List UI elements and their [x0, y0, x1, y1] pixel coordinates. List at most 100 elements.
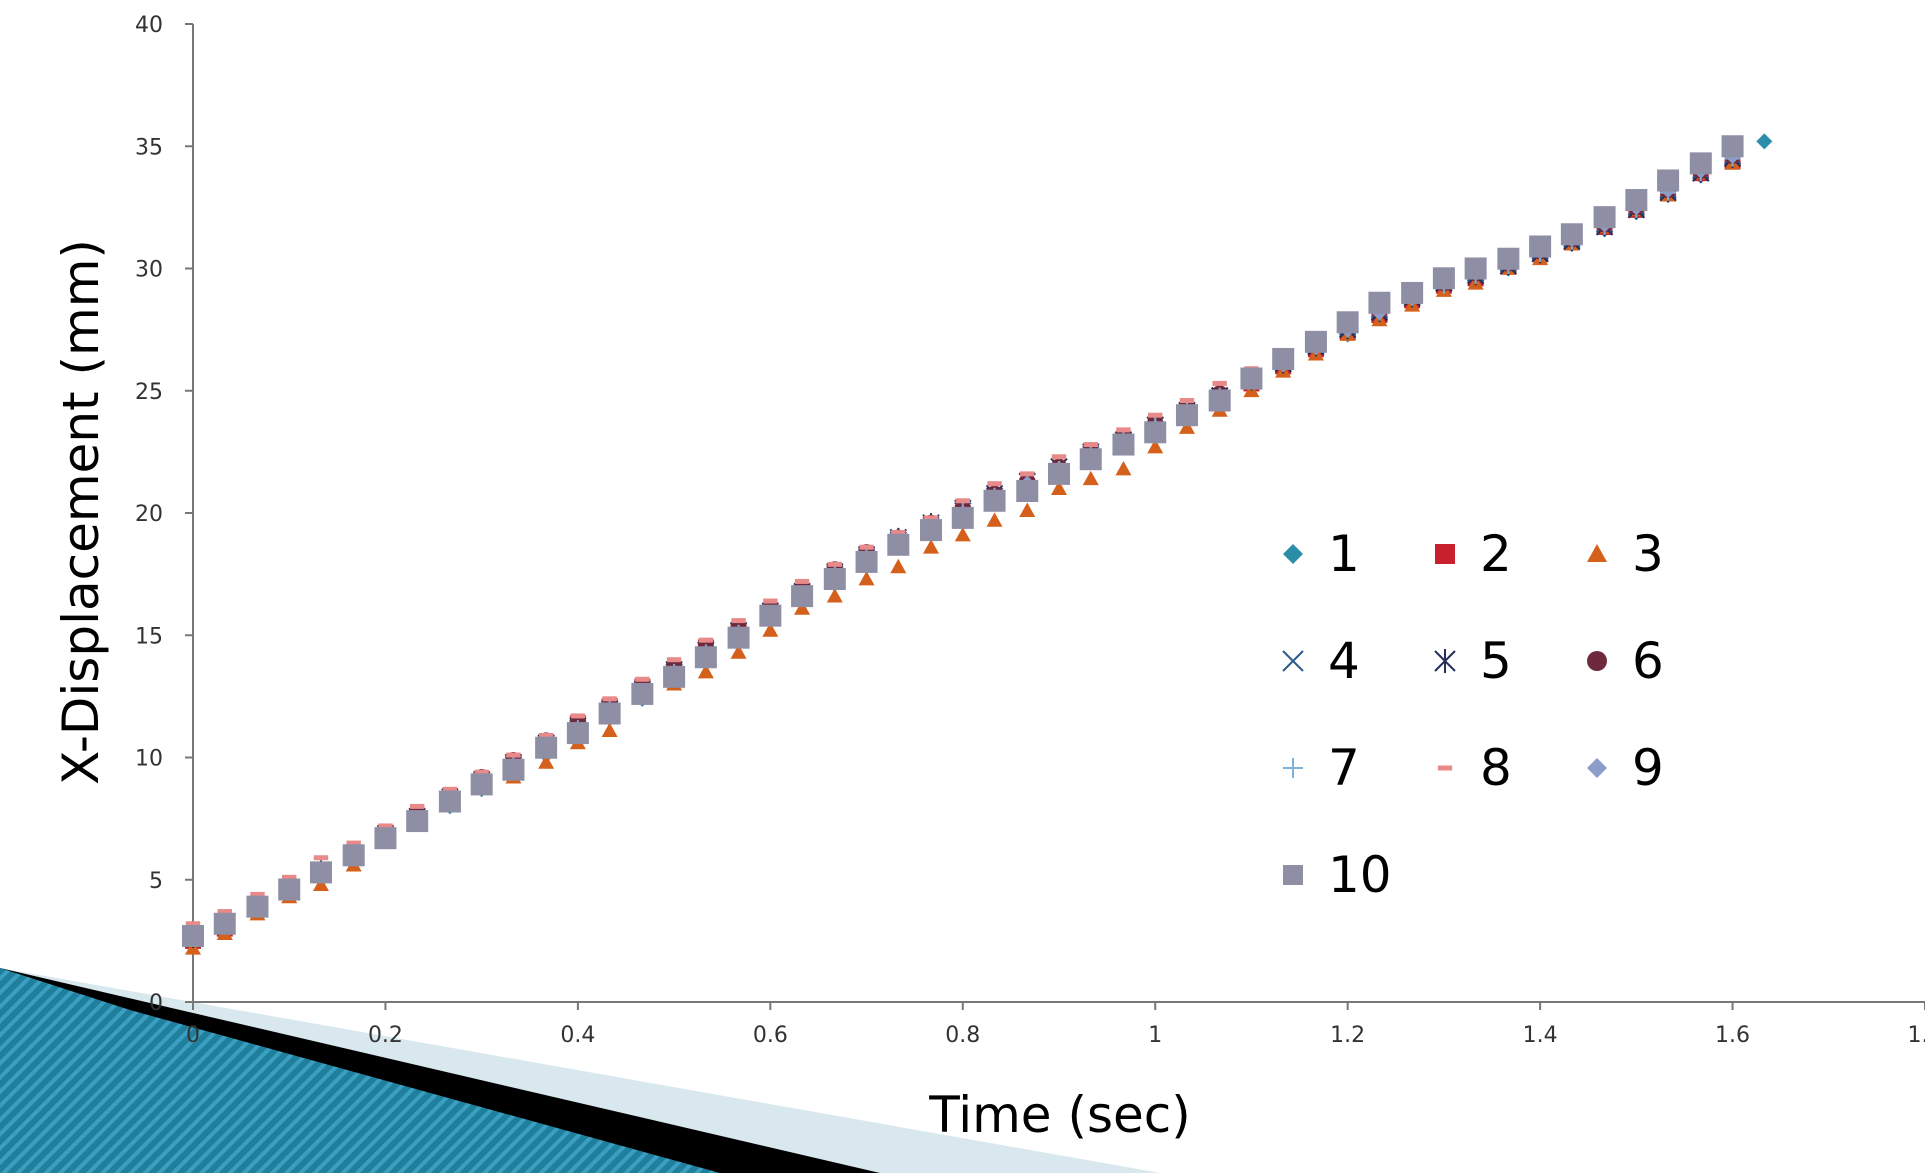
data-point [923, 515, 939, 521]
data-point [570, 713, 586, 719]
data-point [1657, 169, 1680, 192]
legend-item: 3 [1587, 525, 1664, 583]
data-point [1051, 480, 1067, 495]
data-point [602, 696, 617, 702]
corner-decoration [0, 968, 1160, 1173]
data-point [1240, 367, 1263, 390]
data-point [923, 539, 940, 554]
legend-label: 10 [1328, 846, 1392, 904]
data-point [635, 676, 650, 682]
data-point [506, 752, 521, 758]
data-point [538, 732, 554, 738]
y-tick-label: 15 [135, 624, 163, 649]
data-point [1148, 412, 1163, 418]
data-point [666, 657, 682, 663]
data-point [598, 702, 621, 725]
data-point [791, 585, 814, 608]
data-point [535, 736, 558, 759]
data-point [185, 921, 201, 927]
data-point [406, 810, 429, 833]
legend-item: 1 [1283, 525, 1360, 583]
data-point [1625, 189, 1648, 212]
data-point [759, 604, 782, 627]
data-point [1178, 419, 1195, 434]
x-axis-title: Time (sec) [928, 1086, 1191, 1144]
legend-item: 2 [1435, 525, 1512, 583]
data-point [920, 519, 943, 542]
data-point [1082, 470, 1099, 486]
x-tick-label: 0.4 [560, 1023, 595, 1048]
data-point [954, 527, 971, 542]
data-point [955, 498, 970, 504]
x-tick-label: 1.8 [1908, 1023, 1925, 1048]
data-point [601, 722, 618, 738]
data-point [313, 855, 329, 861]
data-point [1529, 235, 1552, 258]
data-point [1304, 330, 1327, 353]
data-point [250, 891, 265, 897]
x-tick-label: 0.6 [753, 1023, 788, 1048]
y-tick-label: 25 [135, 380, 163, 405]
data-point [823, 568, 846, 591]
legend-item: 9 [1587, 739, 1664, 797]
legend-marker [1437, 765, 1453, 771]
data-point [1147, 438, 1164, 454]
legend-item: 5 [1434, 632, 1512, 690]
legend-marker [1434, 649, 1456, 673]
data-point [855, 550, 878, 573]
data-point [1272, 347, 1295, 370]
y-tick-label: 35 [135, 135, 163, 160]
y-tick-label: 20 [135, 502, 163, 527]
data-point [698, 637, 714, 643]
data-point [182, 924, 204, 947]
data-point [1560, 223, 1583, 246]
data-point [1048, 462, 1070, 485]
data-point [727, 626, 750, 649]
legend-label: 9 [1632, 739, 1664, 797]
data-point [1212, 380, 1227, 386]
data-point [891, 530, 906, 536]
data-point [538, 754, 555, 769]
data-point [1112, 433, 1135, 456]
legend-label: 6 [1632, 632, 1664, 690]
y-tick-label: 30 [135, 258, 163, 283]
x-tick-label: 0.2 [368, 1023, 403, 1048]
data-point [983, 489, 1006, 512]
data-point [1497, 247, 1520, 270]
data-point [1115, 460, 1132, 476]
data-point [409, 803, 425, 809]
y-tick-label: 0 [149, 991, 163, 1016]
data-point [282, 874, 297, 880]
legend-item: 6 [1587, 632, 1664, 690]
data-point [1144, 421, 1167, 444]
legend-label: 8 [1480, 739, 1512, 797]
data-point [1019, 502, 1036, 517]
data-point [794, 578, 810, 584]
legend-item: 4 [1282, 632, 1360, 690]
data-point [987, 481, 1002, 487]
y-tick-label: 40 [135, 13, 163, 38]
legend-marker [1283, 865, 1303, 885]
data-point [342, 844, 365, 867]
data-point [1079, 448, 1102, 471]
data-point [442, 786, 458, 792]
data-point [1020, 471, 1035, 477]
data-point [763, 598, 778, 604]
legend-item: 7 [1283, 739, 1360, 797]
data-point [890, 558, 907, 574]
data-point [1051, 454, 1067, 460]
data-point [438, 790, 461, 813]
data-point [346, 840, 361, 846]
data-point [694, 646, 717, 669]
data-point [374, 827, 397, 850]
legend-marker [1283, 544, 1303, 564]
data-point [502, 758, 525, 781]
data-point [312, 876, 329, 892]
data-points [182, 133, 1773, 955]
legend-marker [1587, 544, 1607, 562]
x-tick-label: 1.6 [1715, 1023, 1750, 1048]
x-tick-label: 1 [1148, 1023, 1162, 1048]
x-tick-label: 0 [186, 1023, 200, 1048]
y-tick-label: 10 [135, 747, 163, 772]
